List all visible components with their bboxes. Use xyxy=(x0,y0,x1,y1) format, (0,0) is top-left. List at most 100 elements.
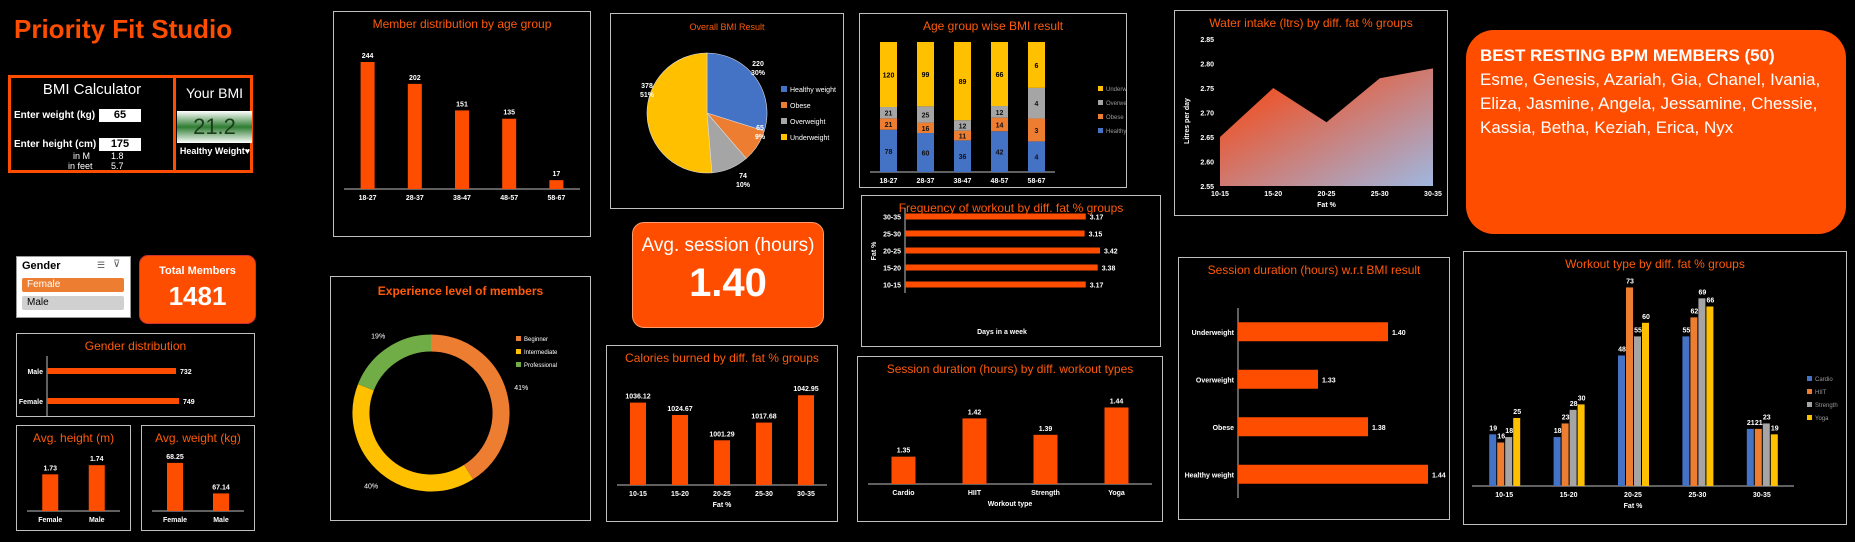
data-label: 60 xyxy=(1642,314,1650,321)
stacked-segment xyxy=(1028,141,1045,172)
legend-swatch xyxy=(1807,402,1812,407)
chart-title: Age group wise BMI result xyxy=(922,19,1064,33)
legend-swatch xyxy=(1098,128,1103,133)
legend-label: Underweight xyxy=(790,135,829,142)
tick-label: Male xyxy=(27,369,43,376)
x-axis-label: Days in a week xyxy=(977,329,1027,336)
data-label: 3.42 xyxy=(1104,249,1118,256)
bar xyxy=(1682,336,1690,486)
pie-slice xyxy=(706,52,768,132)
tick-label: 30-35 xyxy=(797,491,815,498)
legend-swatch xyxy=(1807,389,1812,394)
chart-water: Water intake (ltrs) by diff. fat % group… xyxy=(1174,10,1448,216)
bar xyxy=(1497,442,1505,486)
legend-label: Overweight xyxy=(1106,101,1126,107)
slicer-item-male[interactable]: Male xyxy=(22,296,124,310)
bar xyxy=(1770,434,1778,486)
slice-percent: 9% xyxy=(755,134,766,141)
bar xyxy=(1238,322,1388,342)
tick-label: 28-37 xyxy=(917,178,935,185)
segment-label: 4 xyxy=(1035,101,1039,108)
bar xyxy=(1238,464,1428,484)
tick-label: 10-15 xyxy=(1495,492,1513,499)
tick-label: Overweight xyxy=(1196,377,1235,384)
legend-swatch xyxy=(781,134,787,140)
legend-label: Cardio xyxy=(1815,377,1833,383)
legend-swatch xyxy=(516,362,521,367)
stacked-segment xyxy=(991,42,1008,107)
x-axis-label: Fat % xyxy=(713,502,732,509)
data-label: 1.73 xyxy=(43,465,57,472)
chart-age-dist: Member distribution by age group 244 18-2… xyxy=(333,11,591,237)
segment-label: 11 xyxy=(959,134,967,141)
tick-label: Healthy weight xyxy=(1185,472,1235,479)
chart-avg-height: Avg. height (m) 1.73 Female 1.74 Male xyxy=(16,425,131,531)
stacked-segment xyxy=(954,120,971,131)
data-label: 17 xyxy=(553,171,561,178)
data-label: 21 xyxy=(1747,420,1755,427)
bar xyxy=(1513,418,1521,486)
height-input[interactable]: 175 xyxy=(99,138,141,151)
x-axis-label: Fat % xyxy=(1317,202,1336,209)
segment-label: 25 xyxy=(922,112,930,119)
data-label: 23 xyxy=(1562,414,1570,421)
legend-label: Overweight xyxy=(790,119,825,126)
total-members-value: 1481 xyxy=(168,281,227,311)
data-label: 25 xyxy=(1513,409,1521,416)
tick-label: Cardio xyxy=(892,490,914,497)
chart-title: Gender distribution xyxy=(84,339,187,353)
legend-label: Healthy weight xyxy=(1106,129,1126,135)
multiselect-icon[interactable]: ☰ xyxy=(97,260,106,270)
chart-session-bmi: Session duration (hours) w.r.t BMI resul… xyxy=(1178,257,1450,520)
x-tick-label: 20-25 xyxy=(1318,191,1336,198)
segment-label: 4 xyxy=(1035,155,1039,162)
bar xyxy=(630,402,646,485)
legend-label: Obese xyxy=(1106,115,1124,121)
in-m-value: 1.8 xyxy=(111,151,124,161)
data-label: 18 xyxy=(1554,428,1562,435)
weight-input[interactable]: 65 xyxy=(99,109,141,122)
slicer-item-female[interactable]: Female xyxy=(22,278,124,292)
best-bpm-names: Esme, Genesis, Azariah, Gia, Chanel, Iva… xyxy=(1480,70,1821,137)
segment-label: 42 xyxy=(996,150,1004,157)
bmi-status: Healthy Weight♥ xyxy=(179,146,251,156)
slice-percent: 10% xyxy=(736,182,751,189)
bar xyxy=(905,247,1100,254)
tick-label: Obese xyxy=(1213,425,1235,432)
y-tick-label: 2.80 xyxy=(1200,62,1214,69)
legend-swatch xyxy=(1098,114,1103,119)
in-feet-value: 5.7 xyxy=(111,161,124,171)
slice-value: 378 xyxy=(641,83,653,90)
data-label: 1042.95 xyxy=(793,386,818,393)
bar xyxy=(1577,404,1585,486)
slice-percent: 51% xyxy=(640,92,655,99)
bar xyxy=(905,264,1098,271)
clear-filter-icon[interactable]: ⊽ xyxy=(113,259,121,270)
chart-overall-bmi: Overall BMI Result 220 30% 65 9% 74 10% 378 51%… xyxy=(610,13,844,209)
tick-label: 30-35 xyxy=(1753,492,1771,499)
data-label: 73 xyxy=(1626,278,1634,285)
in-m-label: in M xyxy=(73,151,91,161)
tick-label: 30-35 xyxy=(883,215,901,222)
chart-age-bmi: Age group wise BMI result 78 21 21 120 18-27… xyxy=(859,13,1127,188)
data-label: 135 xyxy=(503,110,515,117)
bar xyxy=(167,462,183,511)
y-tick-label: 2.85 xyxy=(1200,37,1214,44)
total-members-label: Total Members xyxy=(159,265,236,277)
data-label: 1.44 xyxy=(1110,398,1124,405)
tick-label: 15-20 xyxy=(883,266,901,273)
data-label: 62 xyxy=(1691,308,1699,315)
tick-label: 15-20 xyxy=(671,491,689,498)
chart-title: Session duration (hours) by diff. workou… xyxy=(886,362,1134,376)
bar xyxy=(1505,437,1513,486)
in-feet-label: in feet xyxy=(68,161,93,171)
segment-label: 120 xyxy=(883,73,895,80)
tick-label: HIIT xyxy=(968,490,982,497)
legend-label: Yoga xyxy=(1815,416,1829,422)
stacked-segment xyxy=(917,122,934,133)
legend-swatch xyxy=(1098,86,1103,91)
pie-slice xyxy=(646,52,713,174)
bar xyxy=(407,83,422,189)
data-label: 66 xyxy=(1707,297,1715,304)
chart-calories: Calories burned by diff. fat % groups 10… xyxy=(606,345,838,522)
